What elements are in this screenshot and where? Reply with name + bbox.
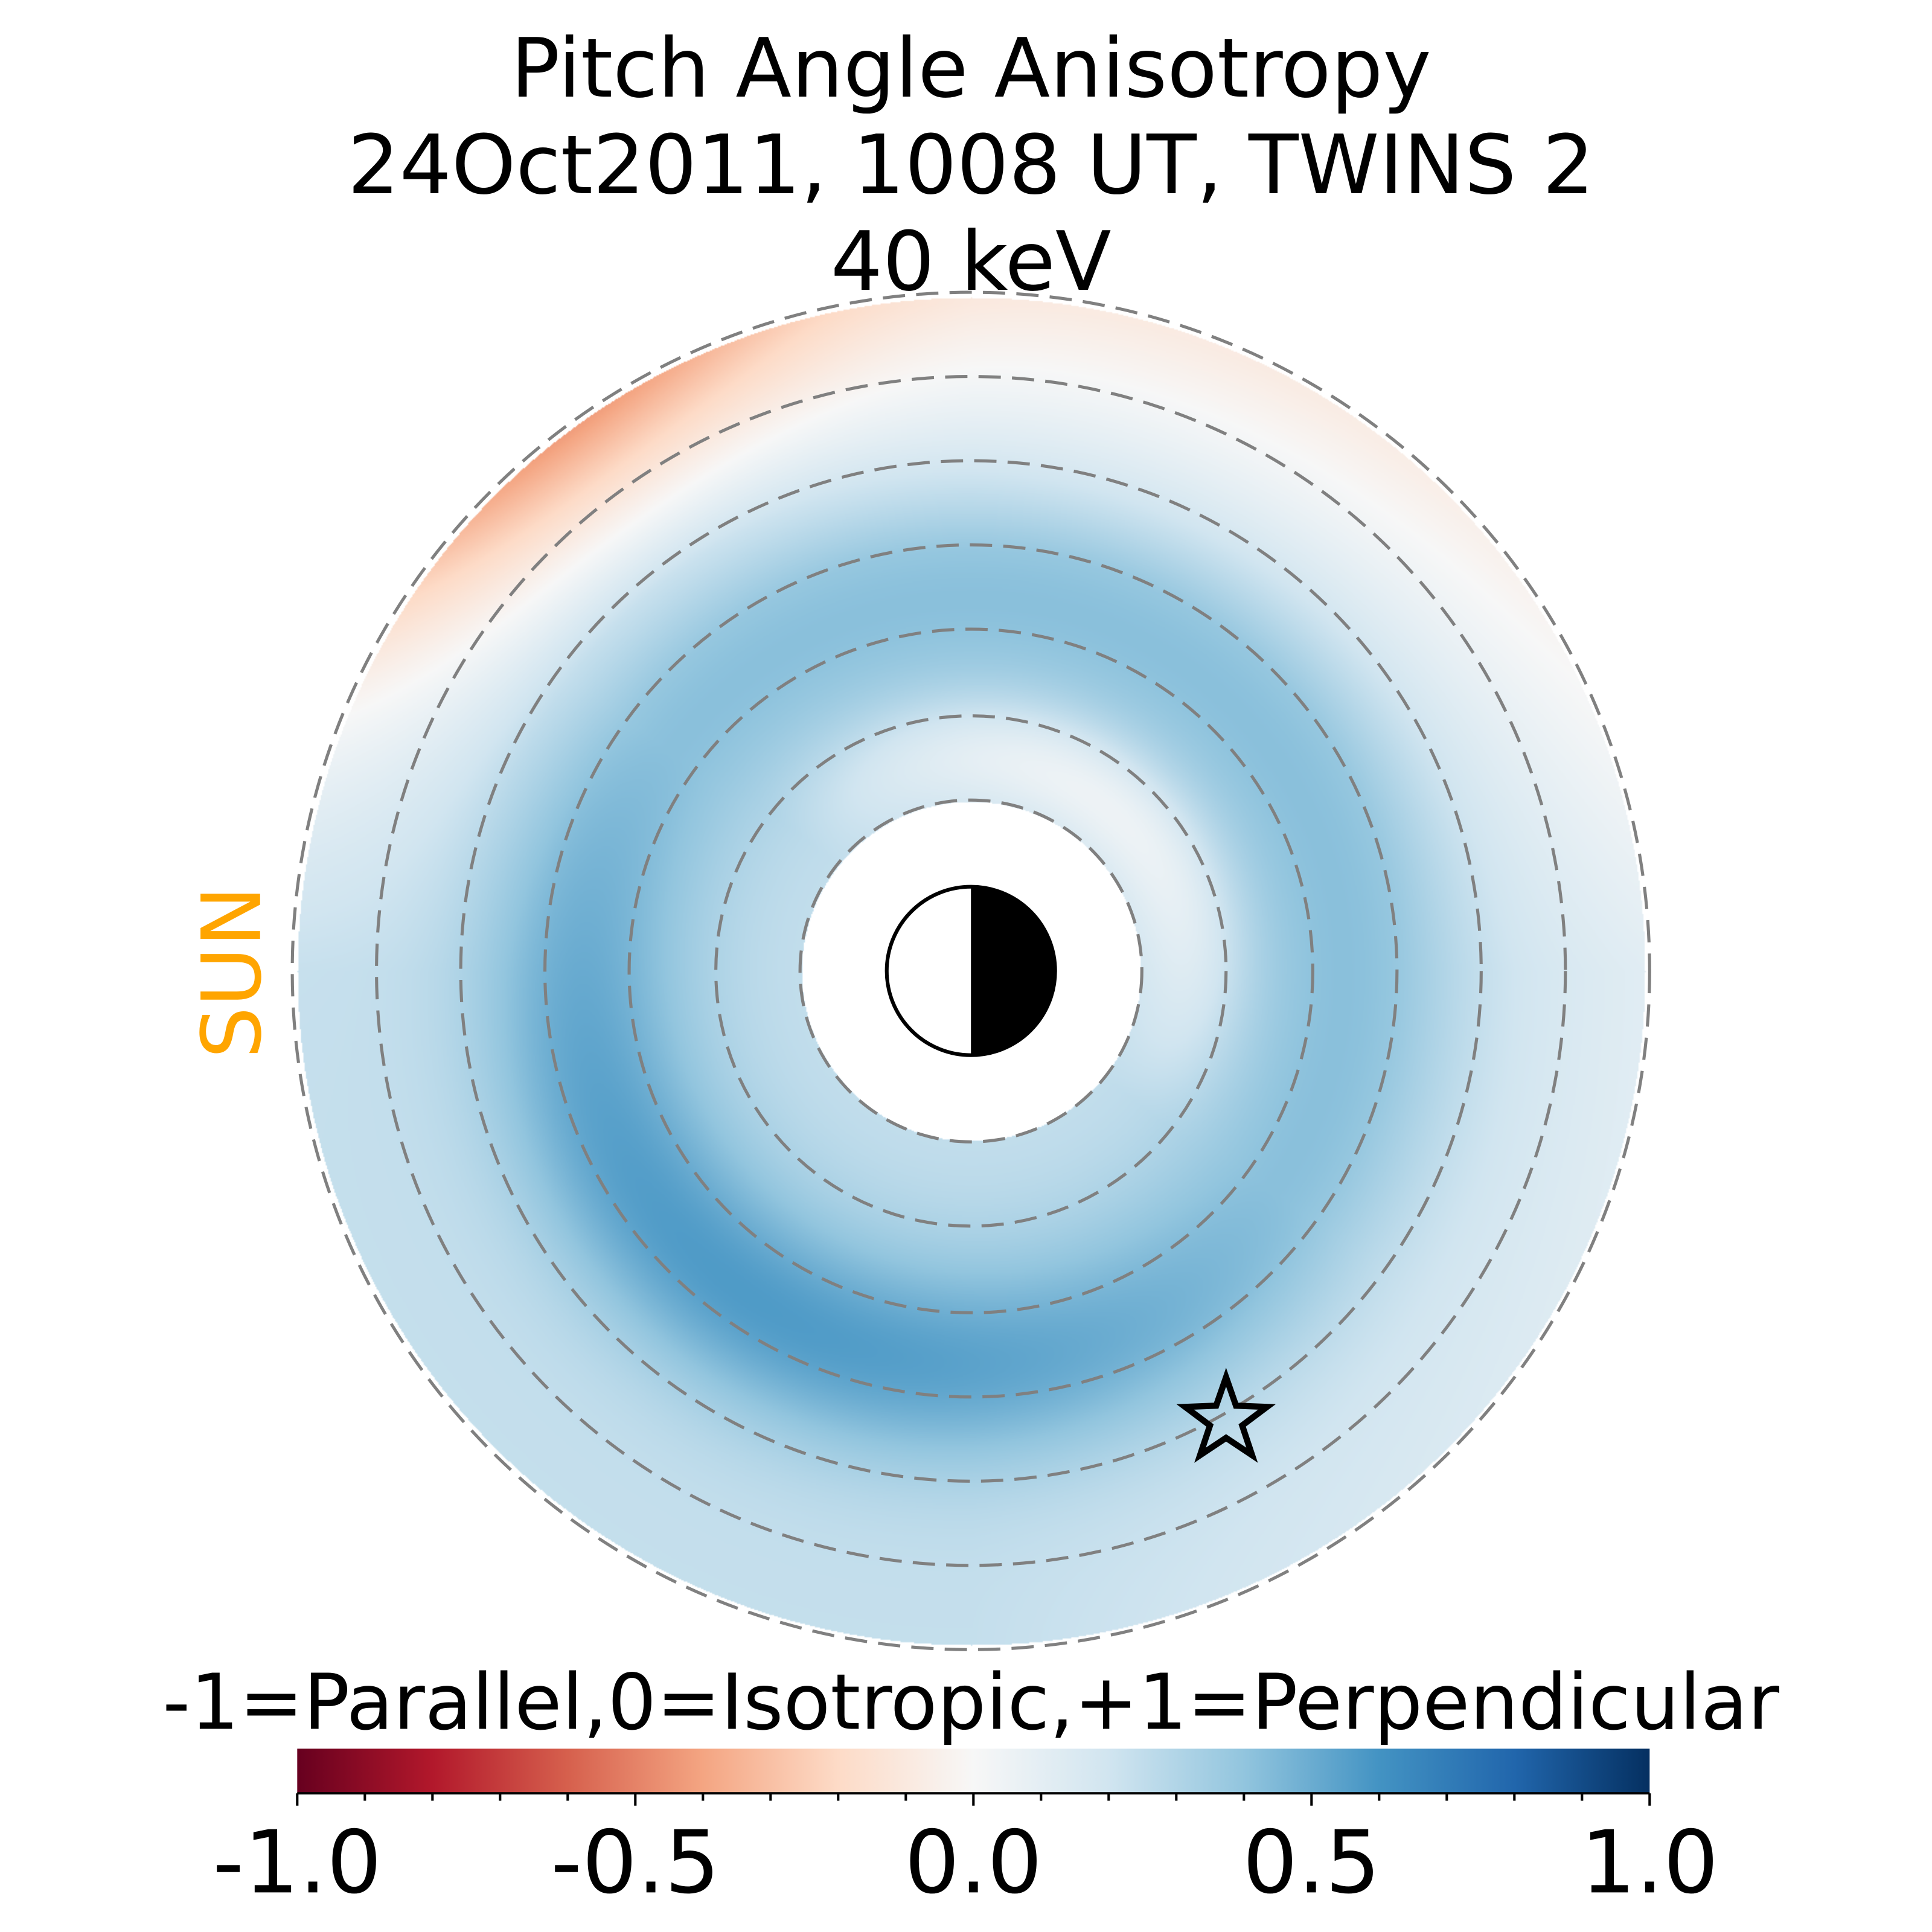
colorbar-tick-label: 0.0 [904,1812,1042,1913]
colorbar-label: -1=Parallel,0=Isotropic,+1=Perpendicular [162,1658,1780,1747]
dashed-ring [627,627,1314,1314]
earth-icon [884,884,1057,1057]
colorbar-tick-label: 1.0 [1581,1812,1718,1913]
colorbar-tick-label: -1.0 [213,1812,382,1913]
dashed-ring [714,714,1228,1228]
sun-label: SUN [184,886,280,1058]
title-line-1: Pitch Angle Anisotropy [511,21,1431,116]
dashed-ring [375,375,1567,1567]
dashed-ring [290,290,1651,1651]
title-line-2: 24Oct2011, 1008 UT, TWINS 2 [348,117,1595,213]
dashed-ring [798,798,1144,1144]
dashed-ring [543,543,1399,1399]
colorbar-tick-label: 0.5 [1243,1812,1380,1913]
dashed-rings [290,290,1651,1651]
colorbar-ticks: -1.0 -0.5 0.0 0.5 1.0 [213,1792,1718,1913]
title-line-3: 40 keV [831,214,1112,309]
dashed-ring [459,459,1483,1483]
colorbar-tick-label: -0.5 [551,1812,720,1913]
colorbar [297,1748,1650,1794]
star-marker-icon [1176,1367,1276,1463]
